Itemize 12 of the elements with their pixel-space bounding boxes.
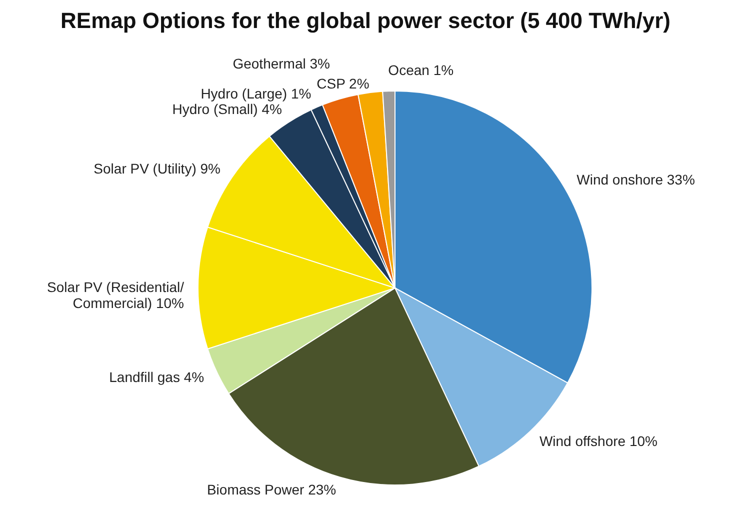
slice-label: CSP 2% <box>316 76 370 92</box>
slice-label: Hydro (Large) 1% <box>200 85 312 102</box>
slice-label: Solar PV (Utility) 9% <box>94 160 220 176</box>
slice-label: Wind onshore 33% <box>576 172 695 188</box>
slice-label: Hydro (Small) 4% <box>172 100 282 117</box>
slice-label: Biomass Power 23% <box>206 482 336 498</box>
slice-label: Geothermal 3% <box>232 55 330 72</box>
slice-label: Wind offshore 10% <box>539 432 658 449</box>
chart-title: REmap Options for the global power sector (5 400 TWh/yr) <box>60 8 670 33</box>
slice-label: Landfill gas 4% <box>109 368 204 385</box>
slice-label: Solar PV (Residential/Commercial) 10% <box>47 279 184 311</box>
slice-label: Ocean 1% <box>388 62 454 78</box>
